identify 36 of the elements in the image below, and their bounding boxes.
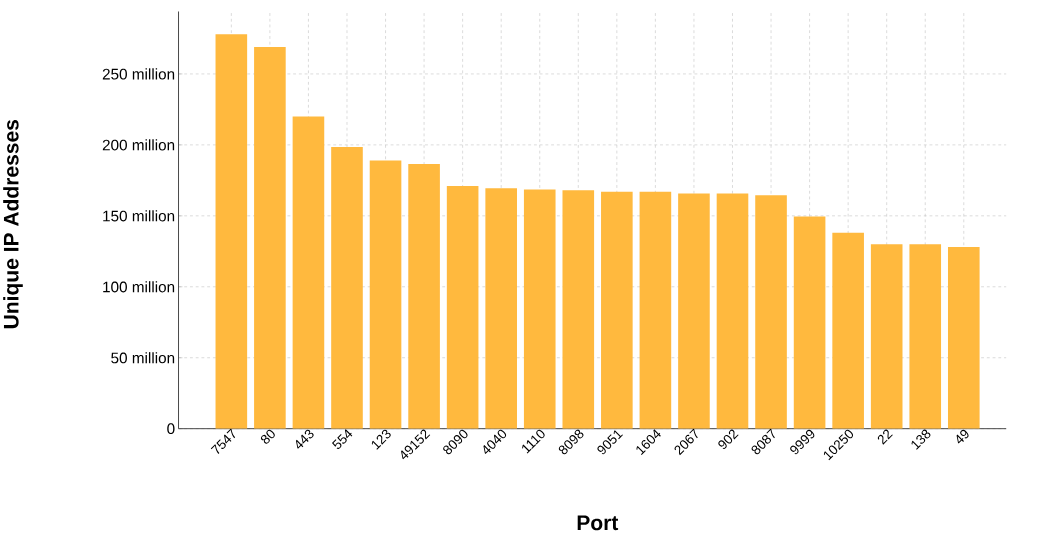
bar [215,34,248,429]
bar [832,232,864,429]
y-tick-label: 200 million [102,139,175,151]
y-tick-label: 50 million [111,352,175,364]
bar [755,195,787,429]
bar [639,191,672,429]
bar [446,186,479,429]
y-tick-label: 100 million [103,281,175,293]
bar [485,188,517,429]
x-tick-label: 902 [718,429,739,449]
x-axis-title: Port [577,515,619,531]
x-tick-label: 22 [877,429,893,445]
bar [601,191,633,429]
bar [716,193,749,429]
x-tick-label: 49 [956,429,969,444]
bar [562,190,595,429]
bar [947,247,980,429]
y-axis-title: Unique IP Addresses [3,119,23,329]
x-tick-label: 443 [295,429,314,449]
y-tick-label: 250 million [102,68,175,80]
bar [793,216,826,429]
x-tick-label: 123 [371,429,391,450]
x-tick-label: 554 [331,429,353,449]
bar [523,189,556,429]
bar [408,164,440,429]
x-tick-label: 80 [260,429,275,444]
bar [678,193,710,429]
y-tick-label: 0 [167,423,175,435]
bar [254,46,286,429]
bar [909,244,942,429]
bar [331,146,363,429]
bar [292,116,325,429]
x-tick-label: 138 [911,429,931,450]
y-tick-label: 150 million [103,210,175,222]
bar [870,244,903,429]
bar [369,160,402,429]
